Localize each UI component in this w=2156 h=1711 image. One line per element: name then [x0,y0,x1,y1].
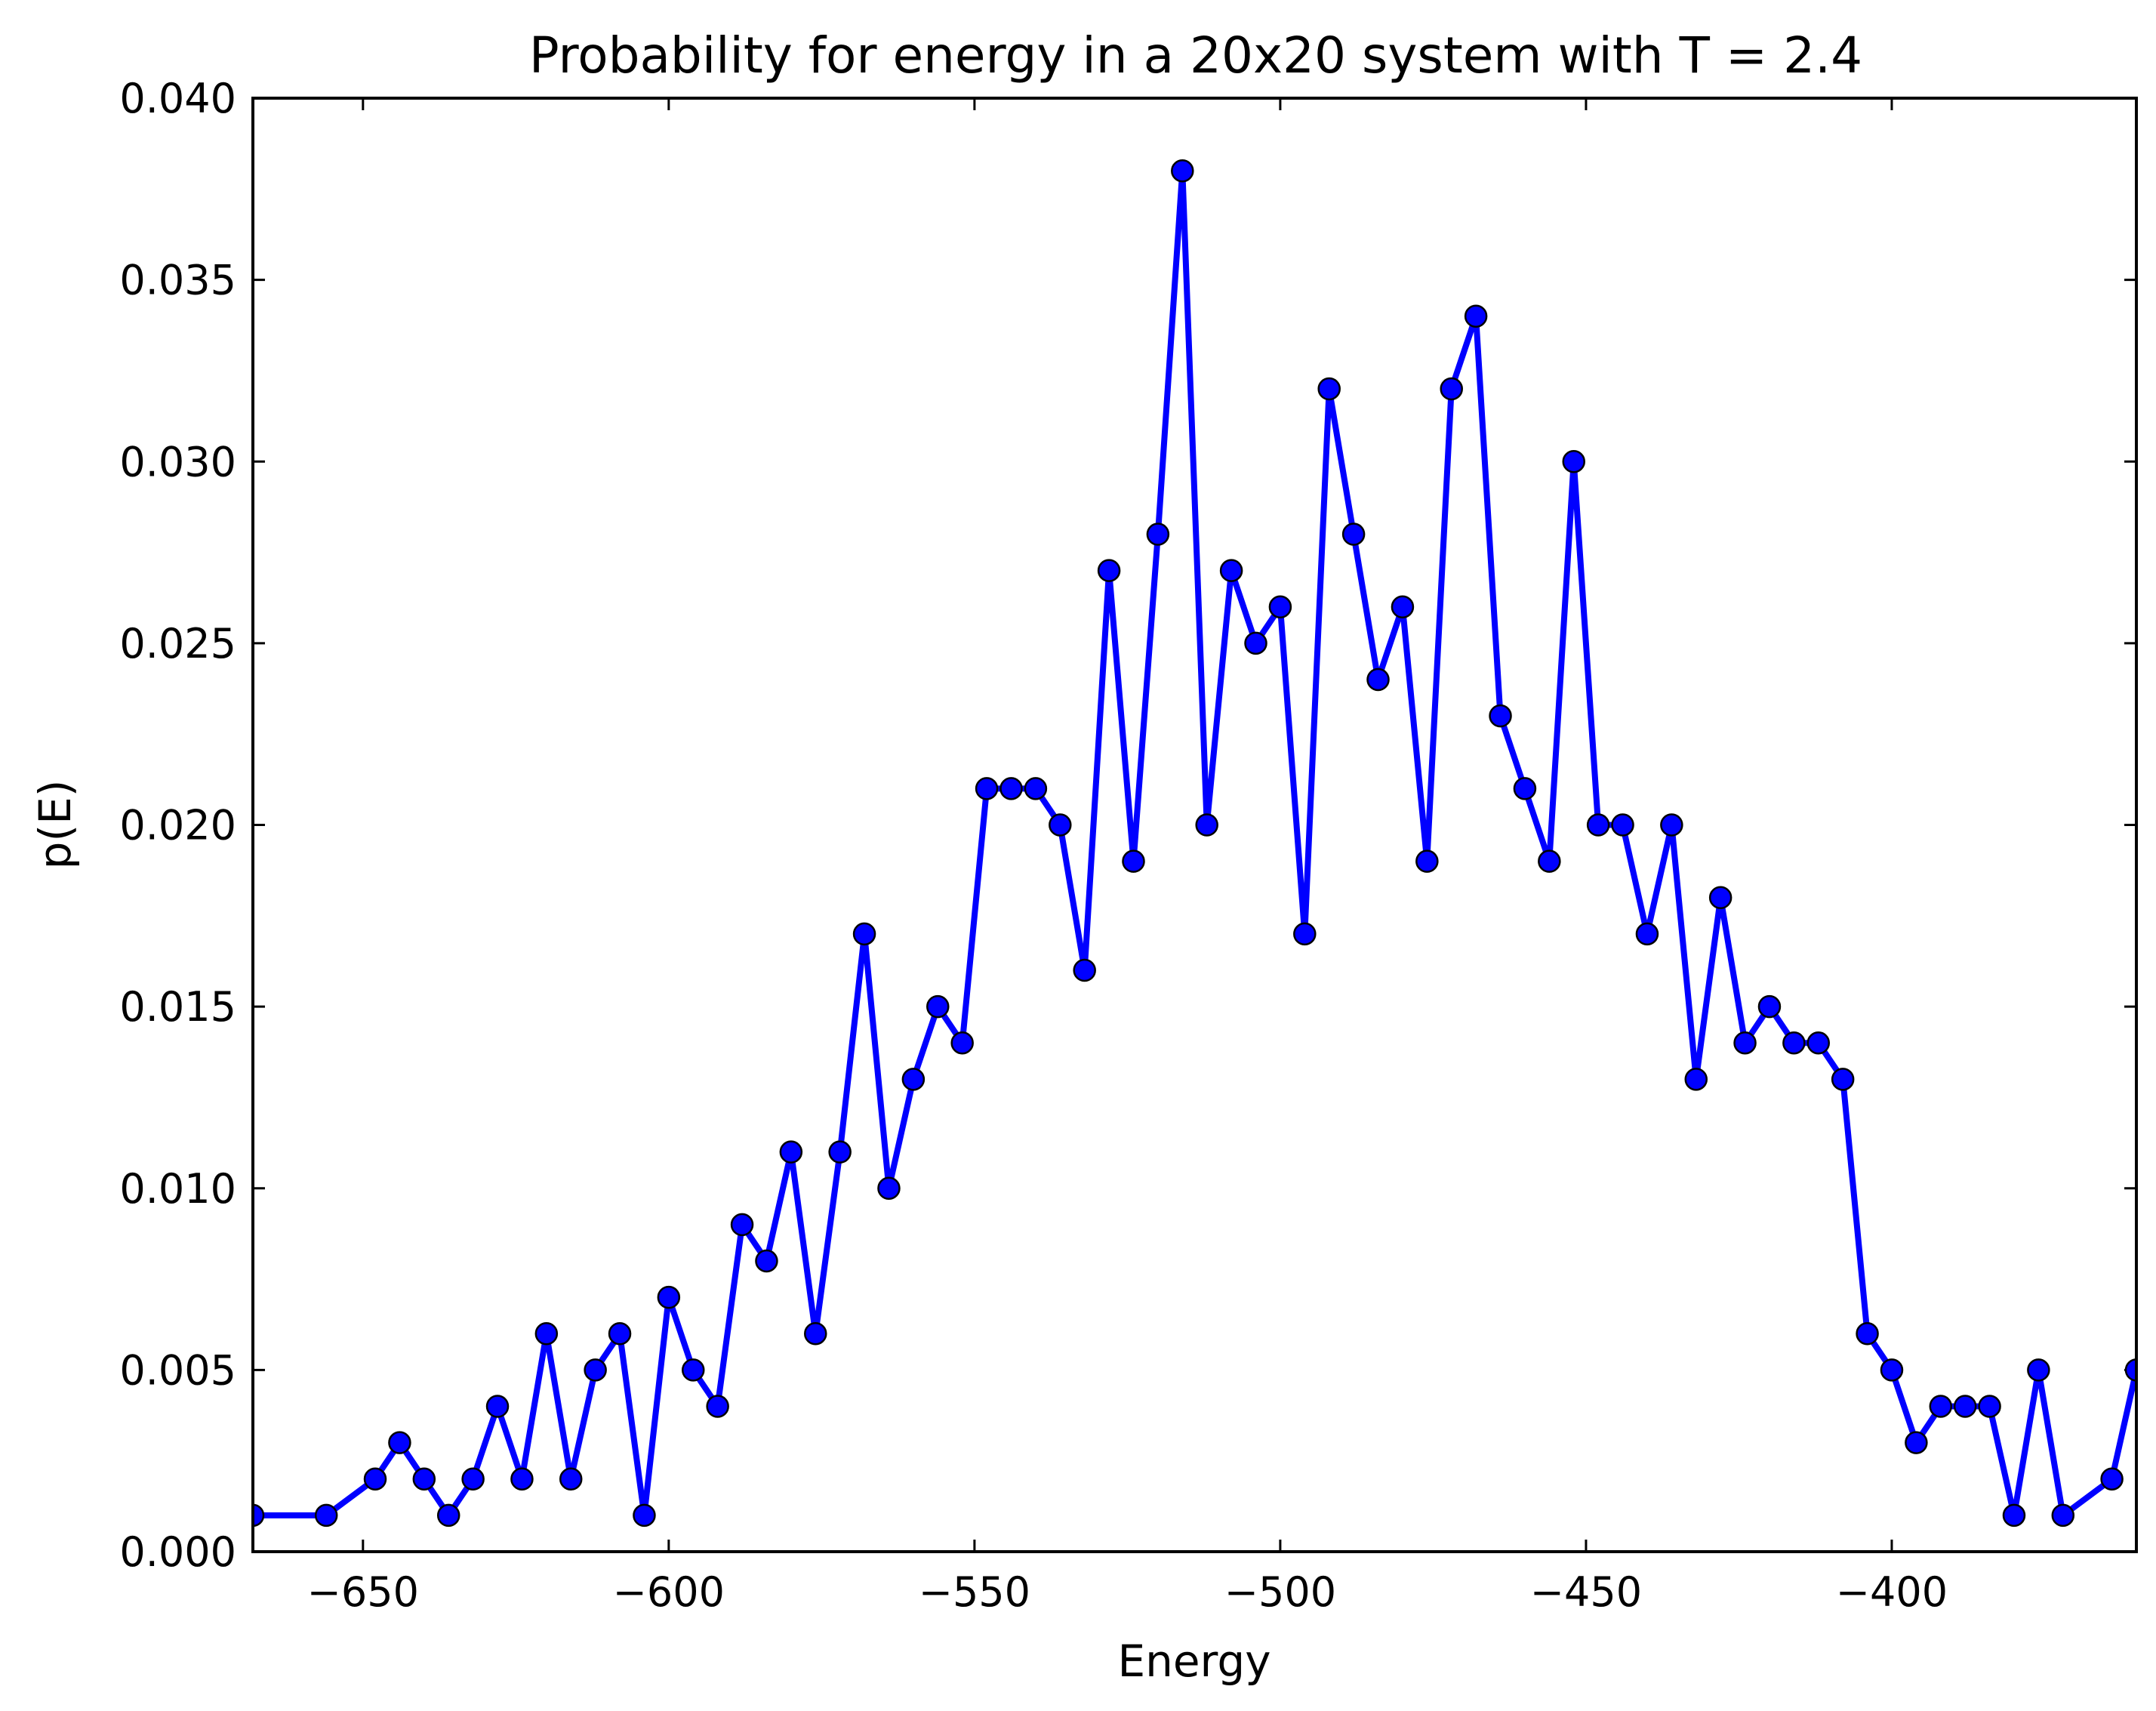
data-point [412,1467,436,1491]
y-tick-label: 0.005 [119,1346,236,1394]
data-point [1024,777,1048,800]
data-point [1341,523,1366,546]
data-point [633,1503,656,1528]
data-point [1244,631,1267,655]
y-tick-label: 0.015 [119,983,236,1031]
data-point [1464,304,1488,328]
y-tick-label: 0.035 [119,257,236,304]
data-point [1562,450,1585,473]
data-point [1317,377,1341,401]
data-point [534,1322,559,1346]
data-point [1905,1431,1928,1454]
data-point [1953,1395,1977,1418]
data-point [1391,595,1415,618]
data-point [1366,667,1390,692]
data-point [1660,813,1683,837]
data-point [1978,1395,2001,1418]
x-tick-label: −650 [307,1568,419,1616]
data-point [436,1503,460,1528]
x-tick-label: −600 [613,1568,725,1616]
data-point [1757,994,1782,1019]
data-point [975,777,999,800]
axis-ticks: −650 −600 −550 −500 −450 −400 0.000 0.005 0.010 0… [119,75,2136,1616]
data-point [1880,1358,1904,1382]
data-point [1856,1322,1879,1346]
data-point [1586,813,1610,837]
data-point [1415,849,1439,873]
y-tick-label: 0.020 [119,802,236,849]
data-point [461,1467,485,1491]
plot-frame [251,97,2138,1553]
data-point [1538,849,1561,873]
data-point [1929,1395,1953,1418]
data-point [1097,559,1121,582]
data-series [253,159,2136,1528]
data-point [1611,813,1634,837]
data-point [2002,1503,2026,1528]
y-tick-label: 0.000 [119,1528,236,1576]
data-point [657,1285,681,1309]
data-point [1806,1031,1831,1055]
data-point [2051,1503,2075,1528]
data-point [584,1358,607,1382]
data-point [681,1358,705,1382]
data-point [1489,704,1512,728]
data-point [485,1395,510,1418]
data-point [1733,1031,1757,1055]
data-point [2027,1358,2050,1382]
data-point [608,1322,632,1346]
y-axis-label: p(E) [29,780,81,870]
data-point [706,1395,729,1418]
data-point [999,777,1023,800]
data-point [1708,886,1732,909]
data-point [510,1467,534,1491]
data-point [779,1140,803,1164]
y-tick-label: 0.025 [119,620,236,667]
data-point [1049,813,1072,837]
data-point [950,1031,974,1055]
data-point [828,1140,852,1164]
data-point [1122,849,1145,873]
data-point [1073,958,1096,982]
data-point [1171,159,1194,183]
data-point [730,1213,754,1237]
chart-title: Probability for energy in a 20x20 system… [529,26,1862,85]
data-point [804,1322,827,1346]
data-point [1293,922,1317,946]
data-point [363,1467,387,1491]
data-point [1195,813,1218,837]
data-point [1268,595,1292,618]
data-point [253,1503,265,1528]
data-point [877,1176,901,1200]
data-point [314,1503,338,1528]
x-tick-label: −550 [919,1568,1030,1616]
data-point [1146,523,1170,546]
data-point [1513,777,1537,800]
data-point [1635,922,1659,946]
data-point [1684,1068,1708,1091]
data-point [559,1467,583,1491]
data-point [1831,1068,1855,1091]
y-tick-label: 0.010 [119,1165,236,1213]
y-tick-label: 0.030 [119,438,236,486]
x-tick-label: −450 [1530,1568,1642,1616]
data-point [901,1068,926,1091]
data-point [2124,1358,2136,1382]
y-tick-label: 0.040 [119,75,236,122]
data-point [852,922,876,946]
data-point [388,1431,411,1454]
data-point [2100,1467,2124,1491]
data-point [1440,377,1463,401]
data-point [755,1249,778,1273]
data-point [1782,1031,1806,1055]
data-point [1219,559,1243,582]
x-tick-label: −400 [1836,1568,1948,1616]
x-axis-label: Energy [1117,1635,1270,1687]
x-tick-label: −500 [1224,1568,1336,1616]
data-point [926,994,950,1019]
